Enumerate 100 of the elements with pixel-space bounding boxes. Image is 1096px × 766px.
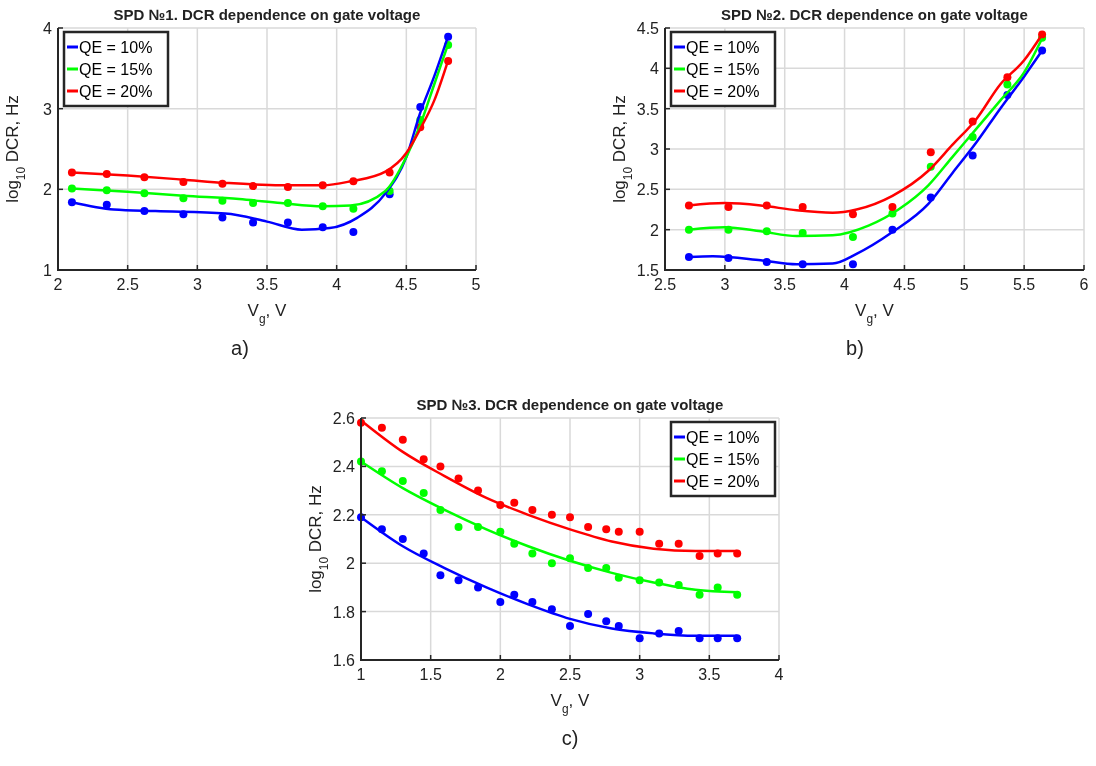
point <box>733 634 742 643</box>
x-tick-label: 2 <box>495 666 505 683</box>
legend-label: QE = 15% <box>686 451 760 468</box>
x-tick-label: 3.5 <box>255 276 279 293</box>
legend-label: QE = 20% <box>686 83 760 100</box>
point <box>510 498 519 507</box>
point <box>102 200 111 209</box>
legend-label: QE = 10% <box>686 39 760 56</box>
point <box>674 539 683 548</box>
x-tick-label: 4 <box>840 276 850 293</box>
y-tick-label: 2.6 <box>332 410 356 427</box>
point <box>733 590 742 599</box>
point <box>454 522 463 531</box>
x-axis-title: V$_{g}$, V <box>550 691 591 716</box>
text: c) <box>561 727 579 749</box>
point <box>349 228 358 237</box>
x-tick-label: 2.5 <box>558 666 582 683</box>
y-tick-label: 2 <box>650 221 660 239</box>
point <box>848 260 857 269</box>
y-tick-label: 2 <box>43 181 53 199</box>
x-axis-title: V$_{g}$, V <box>247 301 288 326</box>
point <box>674 626 683 635</box>
chart-title: SPD №3. DCR dependence on gate voltage <box>416 396 724 413</box>
point <box>496 597 505 606</box>
y-tick-label: 1.8 <box>332 603 356 621</box>
legend-label: QE = 15% <box>686 61 760 78</box>
point <box>713 583 722 592</box>
y-tick-label: 2 <box>346 555 356 573</box>
point <box>419 489 428 498</box>
point <box>419 455 428 464</box>
point <box>1003 80 1012 89</box>
y-tick-label: 1.5 <box>636 262 660 279</box>
text: a) <box>231 337 249 359</box>
point <box>436 462 445 471</box>
chart-title: SPD №2. DCR dependence on gate voltage <box>721 6 1028 23</box>
legend-label: QE = 20% <box>686 473 760 490</box>
x-tick-label: 5 <box>959 276 969 293</box>
x-axis-title: V$_{g}$, V <box>855 301 895 326</box>
point <box>566 622 574 631</box>
point <box>888 203 897 212</box>
x-tick-label: 3.5 <box>773 276 796 293</box>
x-tick-label: 3 <box>192 276 202 293</box>
x-tick-label: 1.5 <box>419 666 442 683</box>
point <box>547 510 556 519</box>
y-tick-label: 3 <box>650 141 660 158</box>
point <box>528 549 537 558</box>
point <box>398 476 407 485</box>
legend-label: QE = 15% <box>79 61 153 78</box>
y-tick-label: 2.5 <box>636 181 660 199</box>
x-tick-label: 4.5 <box>893 276 916 293</box>
point <box>249 218 258 227</box>
y-tick-label: 3.5 <box>636 100 660 118</box>
point <box>377 467 386 476</box>
point <box>848 232 857 241</box>
point <box>848 210 857 219</box>
point <box>454 474 463 483</box>
point <box>528 597 537 606</box>
point <box>655 539 664 548</box>
x-tick-label: 6 <box>1079 276 1089 293</box>
x-tick-label: 3.5 <box>698 666 721 683</box>
point <box>419 549 428 558</box>
point <box>547 559 556 568</box>
legend-label: QE = 10% <box>79 39 153 56</box>
point <box>398 535 407 543</box>
y-tick-label: 4.5 <box>636 20 660 37</box>
point <box>695 551 704 560</box>
y-tick-label: 1 <box>43 262 53 279</box>
point <box>602 525 611 534</box>
point <box>436 571 445 580</box>
point <box>926 148 935 157</box>
x-tick-label: 5.5 <box>1013 276 1036 293</box>
point <box>614 527 623 536</box>
x-tick-label: 4.5 <box>395 276 418 293</box>
legend-label: QE = 10% <box>686 429 760 446</box>
y-tick-label: 3 <box>43 100 53 118</box>
point <box>695 590 704 599</box>
x-tick-label: 3 <box>720 276 730 293</box>
point <box>566 513 574 522</box>
point <box>283 218 292 227</box>
point <box>377 423 386 432</box>
x-tick-label: 2.5 <box>116 276 139 293</box>
y-tick-label: 1.6 <box>332 652 356 669</box>
y-tick-label: 2.2 <box>332 506 356 524</box>
point <box>454 576 463 585</box>
point <box>584 610 593 619</box>
point <box>584 522 593 531</box>
point <box>398 435 407 444</box>
point <box>510 590 519 599</box>
chart-title: SPD №1. DCR dependence on gate voltage <box>113 6 421 23</box>
point <box>635 527 644 536</box>
x-tick-label: 4 <box>774 666 784 683</box>
point <box>602 617 611 626</box>
point <box>724 203 733 212</box>
text: b) <box>846 337 864 359</box>
legend-label: QE = 20% <box>79 83 153 100</box>
y-tick-label: 4 <box>650 60 660 78</box>
x-tick-label: 5 <box>471 276 481 293</box>
point <box>528 505 537 514</box>
y-tick-label: 2.4 <box>332 458 356 476</box>
y-tick-label: 4 <box>43 20 53 37</box>
